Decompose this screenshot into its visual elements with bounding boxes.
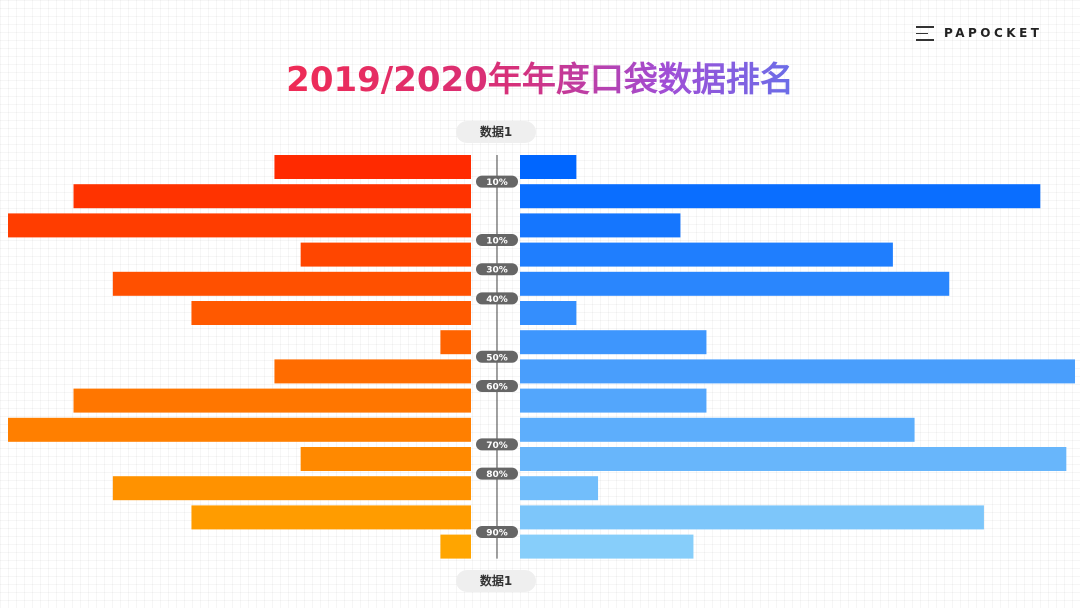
bar-right-5: [520, 271, 950, 296]
percent-marker-badge: [476, 350, 518, 363]
bar-left-10: [8, 417, 471, 442]
bar-left-14: [440, 534, 471, 559]
percent-marker: 90%: [476, 526, 518, 539]
bar-left-2: [73, 184, 472, 209]
bar-right-11: [520, 447, 1067, 471]
percent-marker-label: 10%: [486, 178, 508, 188]
bar-left-8: [274, 359, 471, 384]
percent-marker-label: 10%: [486, 237, 508, 247]
bar-right-13: [520, 505, 984, 530]
bar-left-11: [300, 447, 471, 471]
percent-marker-label: 90%: [486, 529, 508, 539]
percent-marker-badge: [476, 263, 518, 276]
bar-left-3: [8, 213, 471, 238]
bar-left-6: [191, 301, 472, 325]
chart-title-text: 2019/2020年年度口袋数据排名: [286, 60, 794, 100]
percent-marker: 60%: [476, 380, 518, 393]
bar-left-5: [112, 271, 471, 296]
percent-marker: 10%: [476, 234, 518, 247]
axis-label-bottom: 数据1: [456, 570, 536, 592]
percent-marker: 80%: [476, 467, 518, 480]
percent-marker-label: 30%: [486, 266, 508, 276]
chart-title: 2019/2020年年度口袋数据排名: [0, 56, 1080, 104]
axis-label-top: 数据1: [456, 121, 536, 143]
bar-right-6: [520, 301, 577, 325]
percent-marker-badge: [476, 467, 518, 480]
percent-marker-label: 40%: [486, 295, 508, 305]
percent-marker-badge: [476, 380, 518, 392]
percent-marker-label: 60%: [486, 383, 508, 393]
percent-marker: 50%: [476, 350, 518, 363]
bar-right-7: [520, 330, 707, 355]
percent-marker: 30%: [476, 263, 518, 276]
percent-marker-label: 70%: [486, 441, 508, 451]
bar-right-10: [520, 417, 915, 442]
percent-marker: 70%: [476, 438, 518, 451]
bar-right-1: [520, 155, 577, 179]
brand-name: PAPOCKET: [944, 26, 1043, 41]
bar-right-14: [520, 534, 694, 559]
percent-marker-label: 80%: [486, 470, 508, 480]
percent-marker-badge: [476, 234, 518, 246]
bar-left-7: [440, 330, 471, 355]
bar-right-2: [520, 184, 1041, 209]
bar-left-12: [112, 476, 471, 501]
percent-marker: 40%: [476, 292, 518, 305]
bar-right-4: [520, 242, 893, 267]
brand-logo: PAPOCKET: [916, 26, 1042, 41]
percent-marker-label: 50%: [486, 353, 508, 363]
bar-right-12: [520, 476, 599, 501]
percent-marker-badge: [476, 526, 518, 538]
bar-left-9: [73, 388, 472, 413]
percent-marker-badge: [476, 292, 518, 305]
bar-right-8: [520, 359, 1075, 384]
percent-marker-badge: [476, 175, 518, 188]
bar-right-9: [520, 388, 707, 413]
bar-right-3: [520, 213, 681, 238]
bar-left-1: [274, 155, 471, 179]
percent-marker: 10%: [476, 175, 518, 188]
bar-left-13: [191, 505, 472, 530]
percent-marker-badge: [476, 438, 518, 451]
bar-left-4: [300, 242, 471, 267]
menu-lines-icon: [916, 26, 934, 41]
